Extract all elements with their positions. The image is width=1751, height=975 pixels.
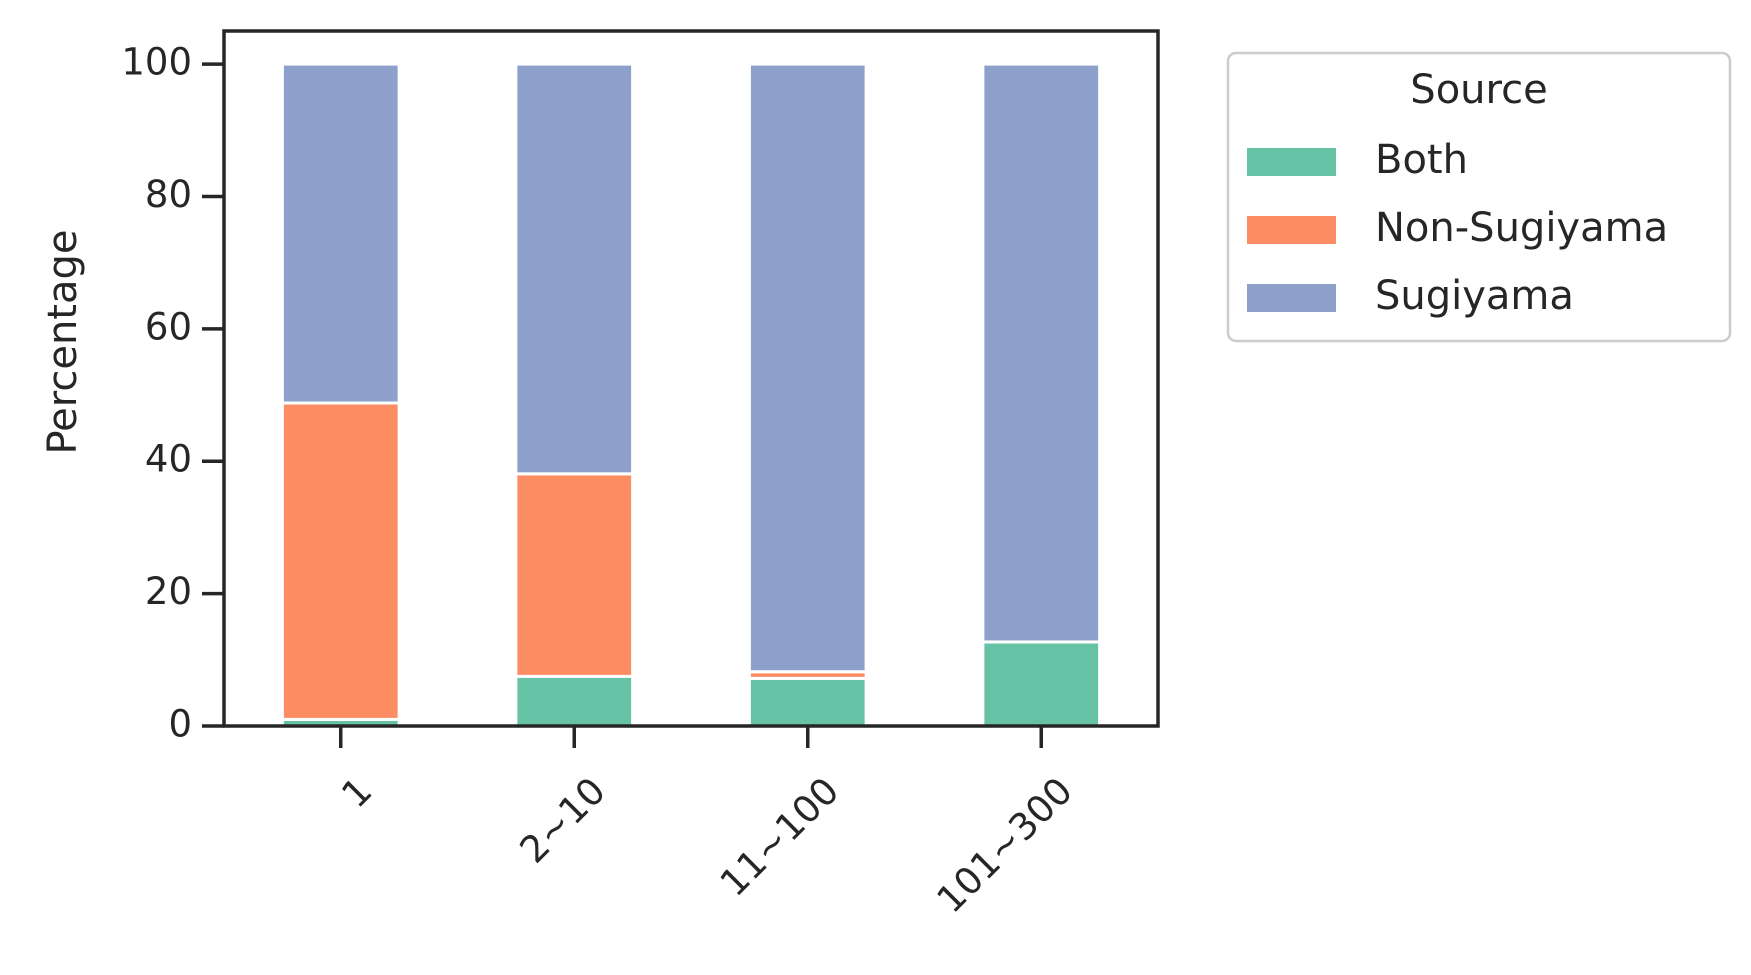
bar-sugiyama-4 [981,62,1102,644]
x-tick-label: 101~300 [929,769,1081,921]
legend-swatch-both [1247,148,1336,176]
y-tick-label: 20 [145,570,192,613]
legend-items: Both Non-Sugiyama Sugiyama [1247,137,1668,319]
bar-non-sugiyama-1 [280,401,401,721]
legend-label-non-sugiyama: Non-Sugiyama [1375,205,1668,251]
y-tick-label: 60 [145,305,192,348]
y-axis: 0 20 40 60 80 100 [121,41,224,746]
legend-frame [1226,51,1732,343]
y-axis-label: Percentage [40,229,86,454]
y-tick-label: 40 [145,438,192,481]
legend-swatch-non-sugiyama [1247,216,1336,244]
bars-group [280,62,1102,728]
legend-label-sugiyama: Sugiyama [1375,273,1574,319]
x-tick-label: 2~10 [512,769,614,871]
bar-both-4 [981,640,1102,728]
bar-both-2 [514,674,635,728]
legend: Source Both Non-Sugiyama Sugiyama [1226,51,1732,343]
bar-sugiyama-2 [514,62,635,476]
bar-sugiyama-1 [280,62,401,405]
plot-frame [222,29,1160,728]
x-axis: 1 2~10 11~100 101~300 [333,726,1081,921]
legend-title: Source [1410,67,1547,113]
legend-label-both: Both [1375,137,1468,183]
bar-non-sugiyama-2 [514,472,635,678]
y-tick-label: 0 [168,703,192,746]
y-tick-label: 100 [121,41,192,84]
y-tick-label: 80 [145,173,192,216]
legend-swatch-sugiyama [1247,284,1336,312]
bar-sugiyama-3 [747,62,868,674]
x-tick-label: 11~100 [712,769,848,905]
bar-both-3 [747,676,868,728]
x-tick-label: 1 [333,769,380,816]
